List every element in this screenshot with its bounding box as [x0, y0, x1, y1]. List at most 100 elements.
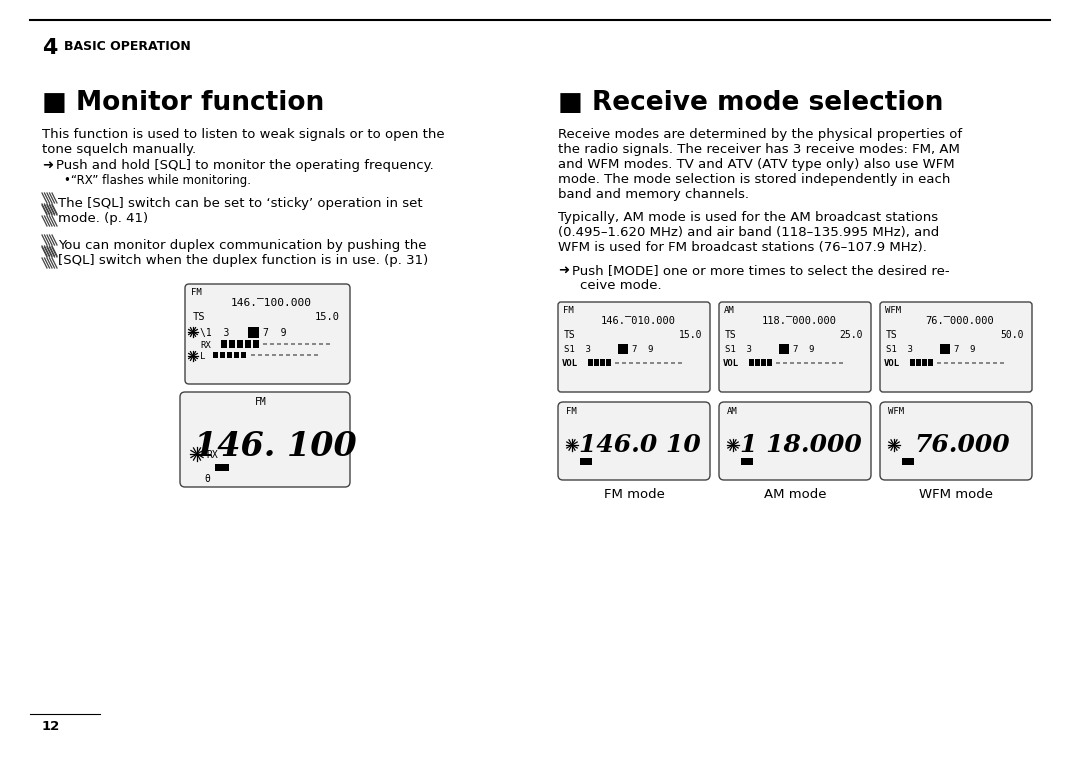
- Bar: [305, 343, 309, 345]
- Text: FM: FM: [566, 407, 577, 416]
- Text: ➜: ➜: [558, 264, 569, 277]
- Bar: [253, 340, 259, 348]
- Bar: [657, 362, 661, 364]
- Bar: [600, 359, 605, 366]
- Text: TS: TS: [725, 330, 737, 340]
- Text: 15.0: 15.0: [678, 330, 702, 340]
- Bar: [966, 362, 969, 364]
- Text: Push and hold [SQL] to monitor the operating frequency.: Push and hold [SQL] to monitor the opera…: [56, 159, 434, 172]
- Bar: [825, 362, 829, 364]
- Text: S1  3: S1 3: [564, 345, 591, 354]
- Bar: [237, 340, 243, 348]
- Bar: [818, 362, 822, 364]
- Text: ceive mode.: ceive mode.: [580, 279, 662, 292]
- Bar: [940, 344, 950, 354]
- Bar: [978, 362, 983, 364]
- Text: 15.0: 15.0: [315, 312, 340, 322]
- Bar: [606, 359, 611, 366]
- Bar: [326, 343, 330, 345]
- Bar: [276, 343, 281, 345]
- FancyBboxPatch shape: [880, 402, 1032, 480]
- Bar: [258, 354, 262, 356]
- Text: mode. The mode selection is stored independently in each: mode. The mode selection is stored indep…: [558, 173, 950, 186]
- Bar: [671, 362, 675, 364]
- Text: 5: 5: [251, 328, 256, 337]
- Bar: [804, 362, 808, 364]
- Bar: [811, 362, 815, 364]
- Bar: [986, 362, 990, 364]
- Text: mode. (p. 41): mode. (p. 41): [58, 212, 148, 225]
- Bar: [777, 362, 780, 364]
- Text: RX: RX: [200, 341, 211, 350]
- Bar: [839, 362, 843, 364]
- Bar: [629, 362, 633, 364]
- Text: θ: θ: [204, 474, 210, 484]
- Text: You can monitor duplex communication by pushing the: You can monitor duplex communication by …: [58, 239, 427, 252]
- Bar: [951, 362, 955, 364]
- Bar: [264, 343, 267, 345]
- Bar: [636, 362, 640, 364]
- Text: 146.̅100.000: 146.̅100.000: [230, 298, 311, 308]
- Bar: [291, 343, 295, 345]
- Text: and WFM modes. TV and ATV (ATV type only) also use WFM: and WFM modes. TV and ATV (ATV type only…: [558, 158, 955, 171]
- Text: TS: TS: [886, 330, 897, 340]
- Bar: [220, 352, 225, 358]
- Bar: [594, 359, 599, 366]
- Text: VOL: VOL: [723, 359, 739, 368]
- Text: 76.000: 76.000: [914, 433, 1010, 457]
- Bar: [300, 354, 303, 356]
- Bar: [221, 340, 227, 348]
- Bar: [664, 362, 669, 364]
- Text: ➜: ➜: [42, 159, 53, 172]
- Text: 1 18.000: 1 18.000: [740, 433, 862, 457]
- Text: S1  3: S1 3: [725, 345, 752, 354]
- Bar: [622, 362, 626, 364]
- Text: TS: TS: [193, 312, 205, 322]
- Bar: [265, 354, 269, 356]
- Text: the radio signals. The receiver has 3 receive modes: FM, AM: the radio signals. The receiver has 3 re…: [558, 143, 960, 156]
- Text: AM: AM: [727, 407, 738, 416]
- FancyBboxPatch shape: [558, 302, 710, 392]
- Bar: [910, 359, 915, 366]
- Bar: [286, 354, 291, 356]
- Bar: [797, 362, 801, 364]
- Text: BASIC OPERATION: BASIC OPERATION: [64, 40, 191, 53]
- Bar: [215, 464, 229, 471]
- Bar: [314, 354, 318, 356]
- Bar: [319, 343, 323, 345]
- Bar: [234, 352, 239, 358]
- Bar: [580, 458, 592, 465]
- Text: AM: AM: [724, 306, 734, 315]
- Text: WFM: WFM: [888, 407, 904, 416]
- FancyBboxPatch shape: [880, 302, 1032, 392]
- Bar: [227, 352, 232, 358]
- Text: 4: 4: [42, 38, 57, 58]
- Text: •“RX” flashes while monitoring.: •“RX” flashes while monitoring.: [64, 174, 251, 187]
- Text: 146.̅010.000: 146.̅010.000: [600, 316, 675, 326]
- Bar: [615, 362, 619, 364]
- Bar: [643, 362, 647, 364]
- Bar: [832, 362, 836, 364]
- Text: (0.495–1.620 MHz) and air band (118–135.995 MHz), and: (0.495–1.620 MHz) and air band (118–135.…: [558, 226, 940, 239]
- FancyBboxPatch shape: [719, 302, 870, 392]
- Text: ■ Receive mode selection: ■ Receive mode selection: [558, 90, 943, 116]
- Bar: [902, 458, 914, 465]
- Text: 50.0: 50.0: [1000, 330, 1024, 340]
- Bar: [767, 359, 772, 366]
- Text: AM mode: AM mode: [764, 488, 826, 501]
- Bar: [229, 340, 235, 348]
- Text: 25.0: 25.0: [839, 330, 863, 340]
- Text: FM: FM: [191, 288, 202, 297]
- Bar: [779, 344, 789, 354]
- Text: The [SQL] switch can be set to ‘sticky’ operation in set: The [SQL] switch can be set to ‘sticky’ …: [58, 197, 422, 210]
- Text: FM mode: FM mode: [604, 488, 664, 501]
- FancyBboxPatch shape: [185, 284, 350, 384]
- Text: Push [MODE] one or more times to select the desired re-: Push [MODE] one or more times to select …: [572, 264, 949, 277]
- Text: Typically, AM mode is used for the AM broadcast stations: Typically, AM mode is used for the AM br…: [558, 211, 939, 224]
- Text: WFM is used for FM broadcast stations (76–107.9 MHz).: WFM is used for FM broadcast stations (7…: [558, 241, 927, 254]
- Text: 5: 5: [782, 345, 786, 354]
- FancyBboxPatch shape: [558, 402, 710, 480]
- FancyBboxPatch shape: [719, 402, 870, 480]
- Text: 76.̅000.000: 76.̅000.000: [926, 316, 995, 326]
- Text: L: L: [200, 352, 205, 361]
